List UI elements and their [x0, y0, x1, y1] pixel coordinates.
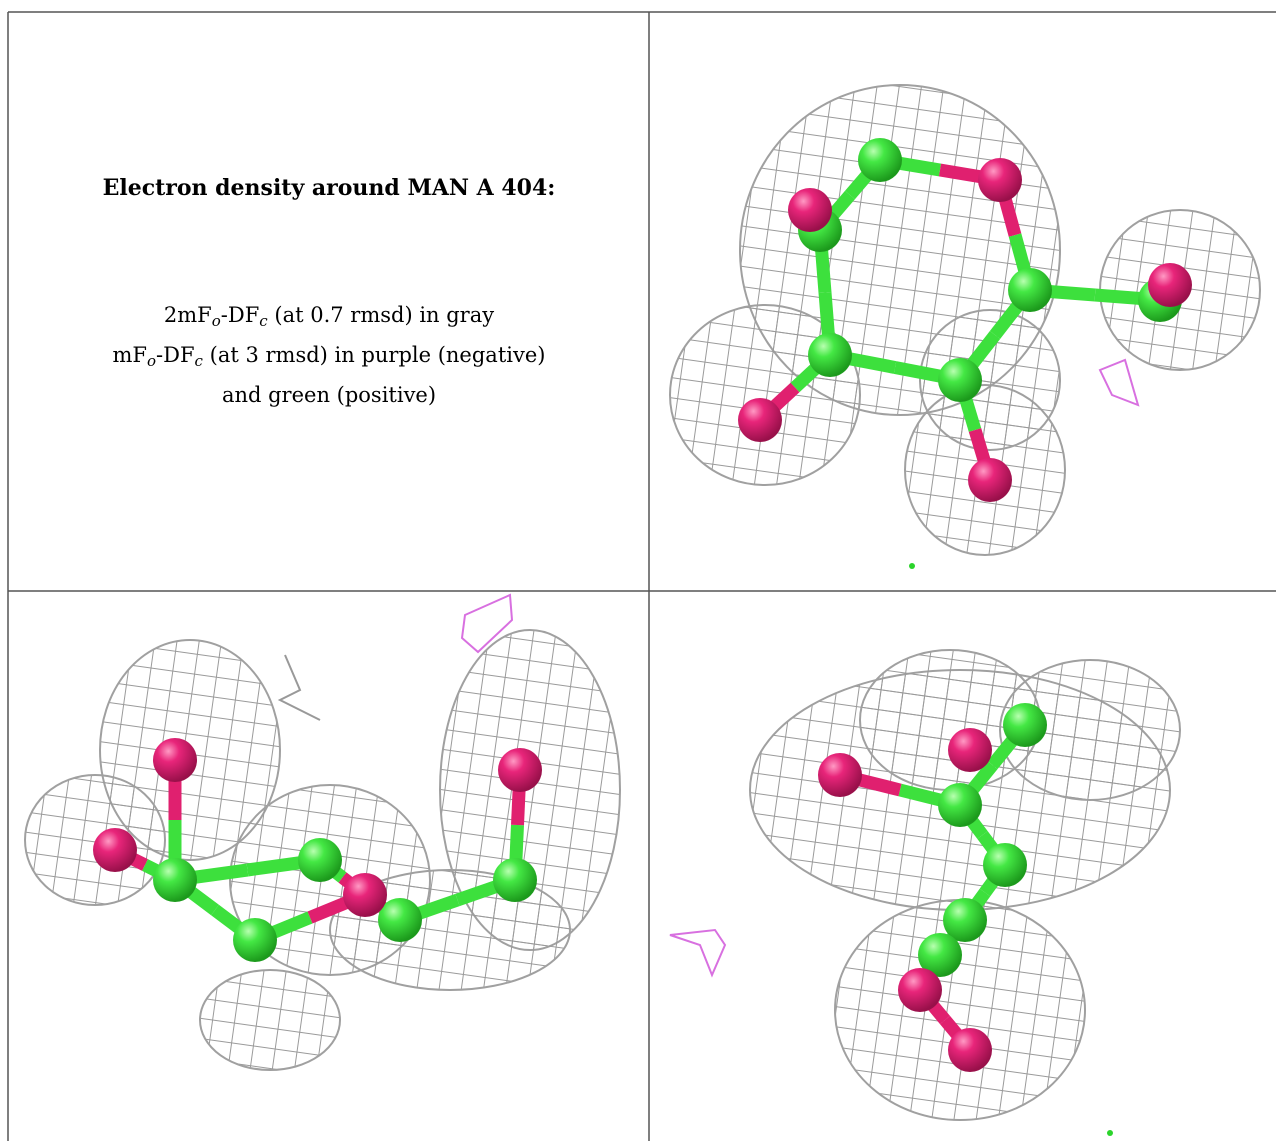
- carbon-atom: [1003, 703, 1047, 747]
- text: (at 0.7 rmsd) in gray: [268, 303, 494, 327]
- negative-density: [1100, 360, 1138, 405]
- legend-line: 2mFo-DFc (at 0.7 rmsd) in gray: [9, 295, 649, 335]
- subscript: c: [259, 312, 267, 330]
- carbon-atom: [938, 358, 982, 402]
- density-fragment: [280, 655, 320, 720]
- legend-line: and green (positive): [9, 375, 649, 415]
- carbon-atom: [938, 783, 982, 827]
- oxygen-atom: [498, 748, 542, 792]
- oxygen-atom: [978, 158, 1022, 202]
- carbon-atom: [233, 918, 277, 962]
- density-mesh: [200, 970, 340, 1070]
- carbon-atom: [983, 843, 1027, 887]
- text: (at 3 rmsd) in purple (negative): [203, 343, 546, 367]
- text: -DF: [156, 343, 195, 367]
- oxygen-atom: [153, 738, 197, 782]
- negative-density: [670, 930, 725, 975]
- oxygen-atom: [738, 398, 782, 442]
- oxygen-atom: [343, 873, 387, 917]
- positive-density: [1107, 1130, 1113, 1136]
- carbon-atom: [298, 838, 342, 882]
- oxygen-atom: [948, 728, 992, 772]
- text: mF: [113, 343, 147, 367]
- oxygen-atom: [948, 1028, 992, 1072]
- oxygen-atom: [788, 188, 832, 232]
- carbon-atom: [153, 858, 197, 902]
- carbon-atom: [808, 333, 852, 377]
- description: Electron density around MAN A 404: 2mFo-…: [9, 13, 649, 591]
- subscript: c: [195, 352, 203, 370]
- legend-line: mFo-DFc (at 3 rmsd) in purple (negative): [9, 335, 649, 375]
- text: 2mF: [164, 303, 212, 327]
- oxygen-atom: [968, 458, 1012, 502]
- molecule-view: [670, 85, 1260, 555]
- carbon-atom: [1008, 268, 1052, 312]
- oxygen-atom: [93, 828, 137, 872]
- oxygen-atom: [818, 753, 862, 797]
- subscript: o: [212, 312, 221, 330]
- molecule-view: [25, 595, 620, 1070]
- carbon-atom: [493, 858, 537, 902]
- text: and green (positive): [222, 383, 436, 407]
- density-mesh: [25, 775, 165, 905]
- oxygen-atom: [898, 968, 942, 1012]
- page: Electron density around MAN A 404: 2mFo-…: [0, 0, 1276, 1141]
- carbon-atom: [858, 138, 902, 182]
- subscript: o: [147, 352, 156, 370]
- text: -DF: [221, 303, 260, 327]
- molecule-view: [670, 650, 1180, 1120]
- positive-density: [909, 563, 915, 569]
- title: Electron density around MAN A 404:: [9, 175, 649, 201]
- oxygen-atom: [1148, 263, 1192, 307]
